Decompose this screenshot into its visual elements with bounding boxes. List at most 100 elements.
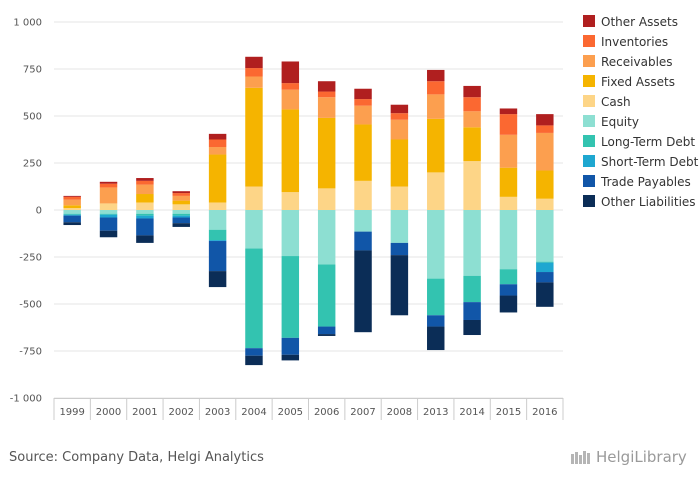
bar-segment	[317, 97, 336, 118]
bar-segment	[427, 210, 445, 279]
y-tick-label: 250	[23, 159, 42, 170]
bar-segment	[208, 202, 227, 210]
bar-segment	[463, 161, 481, 210]
bar-segment	[536, 261, 554, 263]
legend-swatch	[583, 35, 595, 47]
bar-segment	[463, 275, 481, 303]
y-tick-label: -1 000	[10, 394, 42, 405]
bar-segment	[463, 319, 481, 336]
bar-segment	[99, 203, 118, 210]
bar-segment	[354, 99, 372, 106]
bar-segment	[427, 118, 445, 173]
bar-segment	[136, 218, 154, 236]
bar-segment	[208, 147, 227, 155]
bar-segment	[281, 109, 300, 193]
legend-swatch	[583, 155, 595, 167]
bar-segment	[136, 210, 154, 214]
bar-segment	[208, 229, 227, 241]
bar-segment	[354, 88, 372, 100]
legend-label: Other Liabilities	[601, 195, 696, 209]
bar-segment	[499, 269, 518, 285]
legend-label: Cash	[601, 95, 631, 109]
x-tick-label: 1999	[59, 407, 84, 418]
bar-segment	[499, 284, 518, 296]
bar-segment	[536, 198, 554, 210]
bar-segment	[536, 132, 554, 171]
bar-segment	[245, 68, 263, 77]
bar-segment	[499, 167, 518, 197]
bar-segment	[63, 213, 81, 215]
bar-segment	[499, 134, 518, 168]
y-tick-label: 1 000	[13, 18, 42, 29]
bar-segment	[317, 91, 336, 98]
bar-segment	[245, 210, 263, 249]
bar-segment	[208, 240, 227, 242]
bar-segment	[354, 124, 372, 181]
bar-segment	[354, 210, 372, 232]
bar-segment	[281, 61, 300, 84]
bar-segment	[245, 355, 263, 366]
bar-segment	[63, 214, 81, 216]
y-tick-label: -500	[19, 300, 42, 311]
bar-segment	[172, 210, 190, 214]
bar-segment	[354, 250, 372, 333]
x-tick-label: 2014	[459, 407, 484, 418]
bar-segment	[499, 196, 518, 210]
legend-label: Equity	[601, 115, 639, 129]
bar-segment	[245, 87, 263, 187]
bar-segment	[63, 195, 81, 197]
bar-segment	[317, 117, 336, 189]
bar-segment	[427, 172, 445, 210]
bar-segment	[281, 210, 300, 257]
x-axis: 1999 2000 2001 2002 2003 2004 2005 2006 2007 2008…	[53, 398, 564, 420]
bar-segment	[245, 56, 263, 69]
y-tick-label: -250	[19, 253, 42, 264]
bar-segment	[99, 213, 118, 215]
y-axis-ticks: -1 000 -750 -500 -250 0 250 500 750 1 000	[10, 18, 42, 405]
bar-segment	[136, 184, 154, 195]
legend-label: Inventories	[601, 35, 668, 49]
bar-segment	[536, 282, 554, 307]
bar-segment	[99, 214, 118, 218]
bar-segment	[317, 210, 336, 265]
bar-segment	[499, 114, 518, 135]
legend-swatch	[583, 95, 595, 107]
bar-segment	[463, 85, 481, 98]
bar-segment	[99, 187, 118, 204]
bar-segment	[63, 208, 81, 210]
bar-segment	[317, 81, 336, 92]
bar-segment	[427, 278, 445, 316]
bar-segment	[172, 215, 190, 218]
bar-segment	[172, 193, 190, 196]
bar-segment	[427, 326, 445, 351]
legend-label: Short-Term Debt	[601, 155, 699, 169]
bar-segment	[499, 210, 518, 270]
x-tick-label: 2015	[496, 407, 521, 418]
bar-segment	[536, 210, 554, 262]
bar-segment	[536, 262, 554, 273]
legend-swatch	[583, 115, 595, 127]
y-tick-label: 0	[36, 206, 42, 217]
bar-segment	[172, 213, 190, 216]
bar-segment	[499, 295, 518, 313]
bar-segment	[427, 81, 445, 95]
y-tick-label: 750	[23, 65, 42, 76]
legend-swatch	[583, 75, 595, 87]
bar-segment	[136, 202, 154, 210]
bar-segment	[172, 200, 190, 205]
bar-segment	[99, 217, 118, 231]
bar-segment	[136, 180, 154, 185]
bar-segment	[317, 264, 336, 327]
legend-label: Long-Term Debt	[601, 135, 695, 149]
bar-segment	[390, 255, 409, 316]
legend-label: Receivables	[601, 55, 673, 69]
bar-segment	[208, 154, 227, 203]
x-tick-label: 2001	[132, 407, 157, 418]
bar-segment	[172, 191, 190, 194]
bar-segment	[390, 119, 409, 140]
bar-segment	[208, 271, 227, 288]
bar-segment	[317, 334, 336, 336]
x-tick-label: 2008	[387, 407, 412, 418]
